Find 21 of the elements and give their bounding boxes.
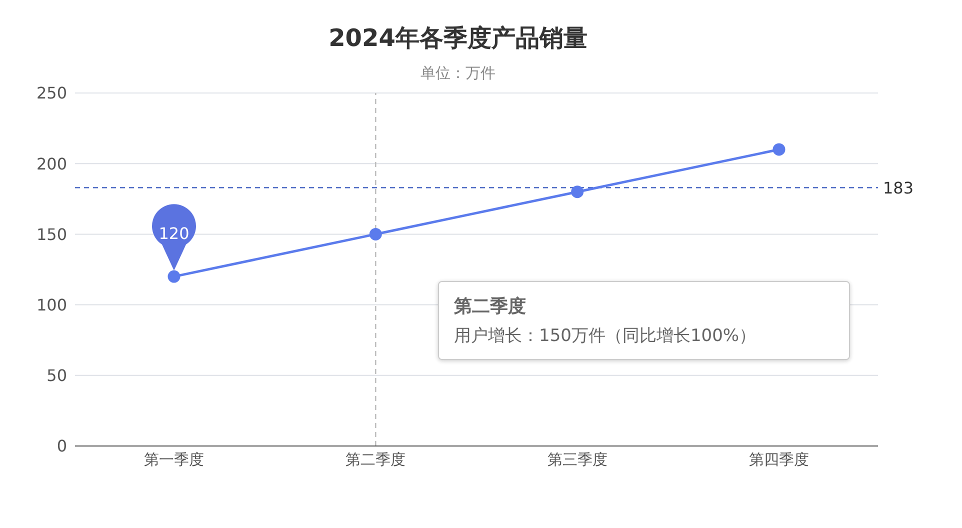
y-tick-label: 50 [46, 366, 67, 386]
y-tick-label: 0 [56, 436, 67, 456]
data-label: 120 [158, 224, 190, 243]
ref-line-label: 183 [883, 178, 914, 198]
point [772, 143, 786, 156]
x-tick-label: 第二季度 [346, 450, 406, 469]
annotation: 用户增长：150万件（同比增长100%） [454, 325, 758, 347]
x-tick-label: 第一季度 [144, 450, 204, 469]
chart-subtitle: 单位：万件 [420, 64, 496, 83]
y-tick-label: 250 [36, 84, 67, 103]
y-tick-label: 100 [36, 295, 67, 314]
tooltip-card: 第二季度 用户增长：150万件（同比增长100%） [438, 281, 850, 360]
annotation: 第二季度 [454, 295, 527, 318]
point [571, 186, 584, 198]
y-tick-label: 200 [36, 154, 67, 174]
chart-title: 2024年各季度产品销量 [328, 23, 588, 54]
point [168, 270, 180, 283]
point [369, 228, 382, 240]
x-tick-label: 第三季度 [547, 450, 608, 469]
x-tick-label: 第四季度 [749, 450, 809, 469]
y-tick-label: 150 [36, 224, 67, 244]
